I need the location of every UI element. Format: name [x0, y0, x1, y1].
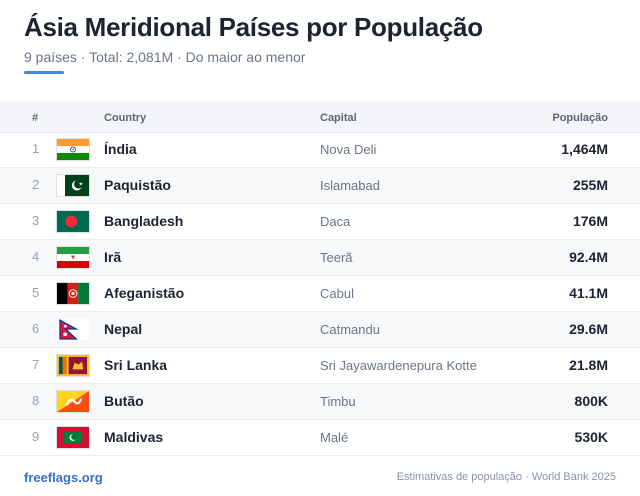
capital-cell: Catmandu [320, 322, 380, 337]
population-cell: 800K [574, 393, 608, 409]
sri-lanka-flag-icon [56, 354, 90, 377]
capital-cell: Malé [320, 430, 349, 445]
table-row: 9 Maldivas Malé 530K [0, 420, 640, 456]
population-cell: 21.8M [569, 357, 608, 373]
capital-cell: Cabul [320, 286, 354, 301]
column-header-capital: Capital [320, 112, 357, 124]
column-header-country: Country [104, 112, 147, 124]
population-cell: 92.4M [569, 249, 608, 265]
table-row: 3 Bangladesh Daca 176M [0, 204, 640, 240]
nepal-flag-icon [56, 318, 90, 341]
title-accent-bar [24, 71, 64, 74]
afghanistan-flag-icon [56, 282, 90, 305]
capital-cell: Teerã [320, 250, 353, 265]
population-cell: 29.6M [569, 321, 608, 337]
country-table-body: 1 Índia Nova Deli 1,464M 2 Paquis [0, 132, 640, 456]
capital-cell: Timbu [320, 394, 356, 409]
country-name: Irã [104, 249, 122, 265]
table-row: 5 Afeganistão Cabul 41.1M [0, 276, 640, 312]
rank-cell: 6 [32, 321, 40, 336]
pakistan-flag-icon [56, 174, 90, 197]
rank-cell: 4 [32, 249, 40, 264]
source-note: Estimativas de população · World Bank 20… [396, 471, 616, 483]
capital-cell: Nova Deli [320, 142, 377, 157]
table-row: 2 Paquistão Islamabad 255M [0, 168, 640, 204]
country-name: Paquistão [104, 177, 171, 193]
population-cell: 530K [574, 429, 608, 445]
rank-cell: 3 [32, 213, 40, 228]
rank-cell: 2 [32, 177, 40, 192]
column-header-rank: # [32, 112, 39, 124]
capital-cell: Islamabad [320, 178, 380, 193]
rank-cell: 7 [32, 357, 40, 372]
country-name: Maldivas [104, 429, 164, 445]
bangladesh-flag-icon [56, 210, 90, 233]
country-name: Nepal [104, 321, 143, 337]
column-header-population: População [552, 112, 608, 124]
country-name: Bangladesh [104, 213, 184, 229]
page-title: Ásia Meridional Países por População [24, 12, 483, 42]
rank-cell: 9 [32, 429, 40, 444]
table-header: # Country Capital População [0, 101, 640, 133]
table-row: 6 Nepal Catmandu 29.6M [0, 312, 640, 348]
table-row: 8 Butão Timbu 800K [0, 384, 640, 420]
india-flag-icon [56, 138, 90, 161]
table-row: 7 Sri Lanka Sri Jayawardenepura Kotte 21… [0, 348, 640, 384]
country-name: Sri Lanka [104, 357, 168, 373]
population-cell: 1,464M [561, 141, 608, 157]
country-name: Afeganistão [104, 285, 185, 301]
population-cell: 176M [572, 213, 608, 229]
table-row: 1 Índia Nova Deli 1,464M [0, 132, 640, 168]
country-name: Butão [104, 393, 144, 409]
site-link[interactable]: freeflags.org [24, 470, 103, 485]
table-row: 4 Irã Teerã 92.4M [0, 240, 640, 276]
iran-flag-icon [56, 246, 90, 269]
maldives-flag-icon [56, 426, 90, 449]
bhutan-flag-icon [56, 390, 90, 413]
rank-cell: 1 [32, 141, 40, 156]
rank-cell: 5 [32, 285, 40, 300]
country-name: Índia [104, 141, 137, 157]
population-cell: 255M [572, 177, 608, 193]
page-subtitle: 9 países · Total: 2,081M · Do maior ao m… [24, 49, 306, 65]
population-cell: 41.1M [569, 285, 608, 301]
rank-cell: 8 [32, 393, 40, 408]
capital-cell: Daca [320, 214, 351, 229]
capital-cell: Sri Jayawardenepura Kotte [320, 358, 477, 373]
